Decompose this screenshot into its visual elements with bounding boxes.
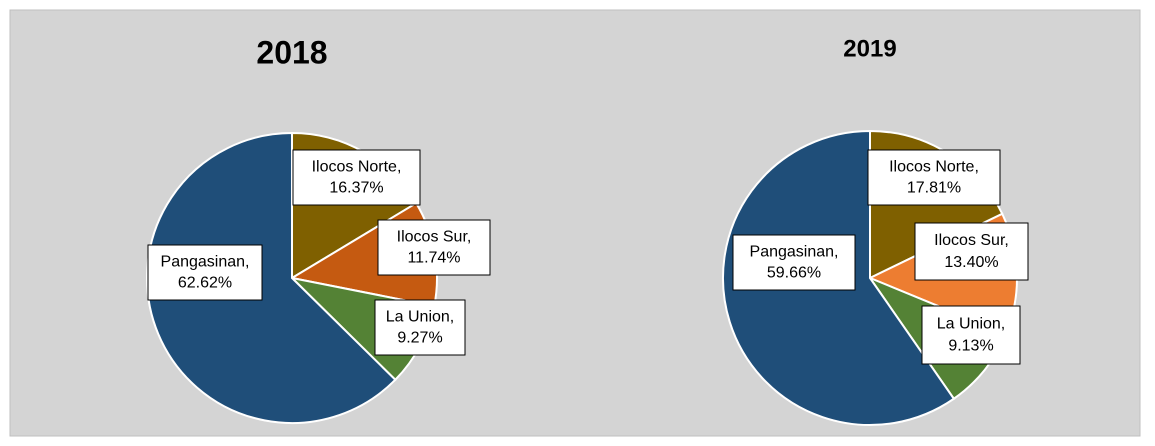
data-label-category: Pangasinan: [161, 254, 246, 271]
data-label-box: [292, 149, 421, 206]
data-label-value: 62.62%: [178, 275, 232, 292]
data-label-category: La Union: [386, 309, 450, 326]
data-label-comma: ,: [245, 254, 249, 271]
data-label-value: 9.27%: [397, 330, 442, 347]
chart-title: 2019: [843, 35, 896, 62]
data-label: Pangasinan, 59.66%: [750, 244, 839, 282]
data-label-category: La Union: [937, 316, 1001, 333]
data-label-comma: ,: [467, 229, 471, 246]
data-label-value: 13.40%: [944, 254, 998, 271]
data-label-comma: ,: [834, 244, 838, 261]
data-label-comma: ,: [450, 309, 454, 326]
data-label-value: 17.81%: [907, 180, 961, 197]
data-label-category: Ilocos Sur: [397, 229, 469, 246]
data-label-comma: ,: [397, 159, 401, 176]
data-label-comma: ,: [1004, 232, 1008, 249]
data-label-box: [374, 299, 466, 356]
data-label-box: [147, 244, 263, 301]
data-label-box: [867, 149, 1001, 206]
data-label-value: 11.74%: [407, 250, 460, 267]
data-label-value: 16.37%: [329, 180, 383, 197]
data-label: Ilocos Sur, 13.40%: [934, 232, 1009, 271]
data-label-box: [732, 234, 856, 291]
data-label-category: Pangasinan: [750, 244, 835, 261]
pie-slice: [146, 131, 397, 424]
data-label: Ilocos Sur, 11.74%: [397, 229, 472, 267]
data-label: La Union, 9.27%: [386, 309, 455, 347]
data-label-comma: ,: [974, 159, 978, 176]
data-label-comma: ,: [1001, 316, 1005, 333]
data-label: La Union, 9.13%: [937, 316, 1006, 355]
data-label: Pangasinan, 62.62%: [161, 254, 250, 292]
data-label: Ilocos Norte, 17.81%: [889, 159, 979, 197]
data-label-value: 59.66%: [767, 265, 821, 282]
data-label-box: [921, 305, 1021, 365]
data-label-category: Ilocos Norte: [312, 159, 397, 176]
data-label-category: Ilocos Sur: [934, 232, 1006, 249]
data-label: Ilocos Norte, 16.37%: [312, 159, 402, 197]
data-label-value: 9.13%: [948, 338, 993, 355]
data-label-box: [377, 219, 491, 276]
data-label-category: Ilocos Norte: [889, 159, 974, 176]
data-label-box: [914, 222, 1029, 281]
chart-title: 2018: [256, 34, 327, 70]
